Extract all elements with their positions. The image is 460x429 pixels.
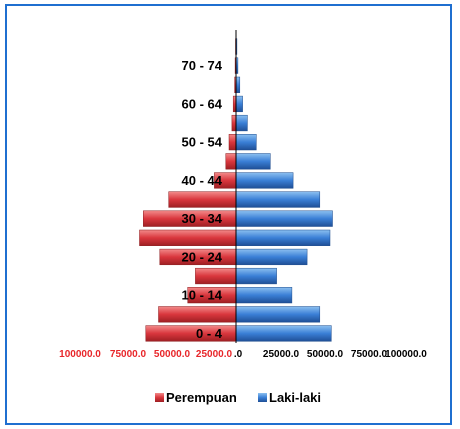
bar-laki-laki-15-19: [235, 267, 277, 285]
bar-laki-laki-55-59: [235, 114, 248, 132]
legend-label-perempuan: Perempuan: [166, 390, 237, 405]
category-label-30-34: 30 - 34: [182, 211, 223, 226]
x-tick-label: 25000.0: [196, 349, 233, 360]
x-tick-labels: 100000.0 75000.0 50000.0 25000.0.0 25000.0 50…: [59, 349, 427, 360]
category-label-50-54: 50 - 54: [182, 135, 223, 150]
category-label-40-44: 40 - 44: [182, 173, 223, 188]
legend-swatch-laki-laki: [258, 393, 267, 402]
bar-laki-laki-20-24: [235, 248, 308, 266]
x-tick-label: 75000.0: [351, 349, 388, 360]
legend-label-laki-laki: Laki-laki: [269, 390, 321, 405]
x-tick-label: 25000.0: [263, 349, 300, 360]
category-label-70-74: 70 - 74: [182, 58, 223, 73]
bar-laki-laki-0-4: [235, 325, 332, 342]
bar-perempuan-15-19: [195, 267, 237, 285]
bar-laki-laki-30-34: [235, 210, 333, 227]
x-tick-label: 50000.0: [154, 349, 191, 360]
category-labels: 0 - 4 10 - 14 20 - 24 30 - 34 40 - 44 50 - 54…: [182, 58, 223, 341]
bar-laki-laki-45-49: [235, 153, 271, 170]
x-tick-label: 50000.0: [307, 349, 344, 360]
category-label-60-64: 60 - 64: [182, 96, 223, 111]
bars-layer: [139, 30, 333, 343]
bar-laki-laki-35-39: [235, 191, 321, 208]
bar-laki-laki-25-29: [235, 229, 331, 246]
category-label-20-24: 20 - 24: [182, 249, 223, 264]
bar-laki-laki-40-44: [235, 172, 294, 189]
bar-laki-laki-60-64: [235, 95, 243, 113]
bar-perempuan-55-59: [231, 114, 237, 132]
legend: Perempuan Laki-laki: [155, 390, 321, 405]
x-tick-label: 100000.0: [59, 349, 101, 360]
legend-swatch-perempuan: [155, 393, 164, 402]
bar-perempuan-25-29: [139, 229, 237, 246]
bar-perempuan-35-39: [168, 191, 237, 208]
x-tick-label: .0: [234, 349, 243, 360]
bar-laki-laki-50-54: [235, 134, 257, 151]
bar-perempuan-0-4: [145, 325, 237, 342]
bar-perempuan-5-9: [158, 306, 237, 323]
bar-perempuan-50-54: [228, 134, 237, 151]
category-label-0-4: 0 - 4: [196, 326, 223, 341]
bar-laki-laki-10-14: [235, 287, 293, 304]
bar-perempuan-45-49: [225, 153, 237, 170]
category-label-10-14: 10 - 14: [182, 288, 223, 303]
bar-laki-laki-5-9: [235, 306, 321, 323]
x-tick-label: 100000.0: [385, 349, 427, 360]
x-tick-label: 75000.0: [110, 349, 147, 360]
bar-laki-laki-65-69: [235, 76, 241, 93]
